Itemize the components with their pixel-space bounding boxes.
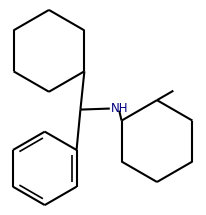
Text: NH: NH: [110, 102, 128, 115]
